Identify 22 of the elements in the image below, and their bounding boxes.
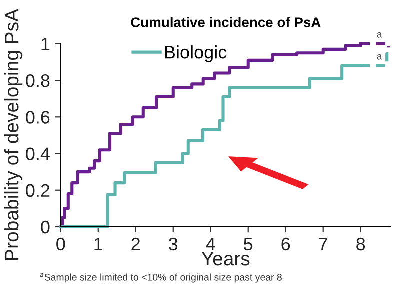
x-tick-label: 6 <box>282 238 290 251</box>
x-tick-label: 0 <box>56 238 66 251</box>
text: $^{a}$Sample size limited to <10% of original size past year 8 <box>40 273 282 283</box>
y-tick-label: 0.8 <box>26 74 50 88</box>
x-tick-label: 7 <box>319 238 328 250</box>
annotation: a <box>377 32 382 38</box>
x-tick-label: 8 <box>356 238 366 251</box>
y-tick-label: 0.2 <box>26 184 50 198</box>
chart-title: Cumulative incidence of PsA <box>131 17 321 28</box>
x-tick-label: 2 <box>132 238 140 250</box>
legend-label: Biologic <box>165 46 227 62</box>
annotation: a <box>377 54 382 60</box>
y-tick-label: 0.4 <box>26 148 50 160</box>
x-tick-label: 4 <box>206 238 216 250</box>
y-axis-title: Probability of developing PsA <box>4 9 23 260</box>
x-tick-label: 1 <box>94 238 103 250</box>
y-tick-label: 1 <box>42 38 50 50</box>
x-axis-title: Years <box>202 252 250 266</box>
x-tick-label: 5 <box>244 238 253 251</box>
y-tick-label: 0 <box>41 220 50 234</box>
y-tick-label: 0.6 <box>26 111 50 124</box>
x-tick-label: 3 <box>169 238 178 251</box>
